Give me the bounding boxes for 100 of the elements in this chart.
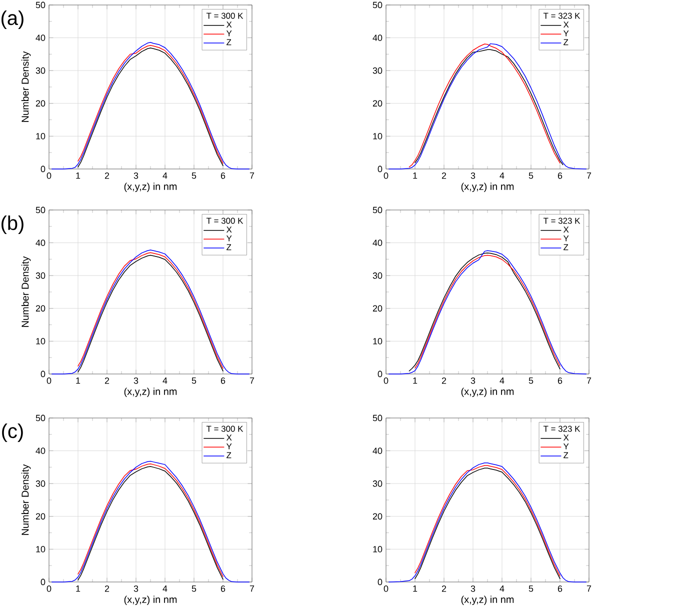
legend-label: Y <box>226 443 232 450</box>
x-tick-label: 4 <box>500 586 504 592</box>
y-tick-label: 40 <box>372 240 382 246</box>
x-tick-label: 0 <box>384 378 388 384</box>
y-tick-label: 30 <box>372 67 382 74</box>
x-tick-label: 2 <box>442 172 446 179</box>
legend-title: T = 300 K <box>206 426 244 432</box>
x-tick-label: 7 <box>586 172 592 179</box>
x-axis-title: (x,y,z) in nm <box>124 388 177 397</box>
x-tick-label: 4 <box>162 172 168 179</box>
x-tick-label: 3 <box>134 172 138 179</box>
y-tick-label: 10 <box>373 133 382 140</box>
x-tick-label: 7 <box>586 378 592 384</box>
x-tick-label: 6 <box>558 378 562 384</box>
legend-label: Z <box>564 244 568 250</box>
x-tick-label: 5 <box>528 378 534 384</box>
x-tick-label: 6 <box>558 586 562 592</box>
y-tick-label: 30 <box>36 480 46 487</box>
y-tick-label: 30 <box>36 67 46 74</box>
x-tick-label: 7 <box>250 172 254 179</box>
y-tick-label: 0 <box>378 370 382 378</box>
legend-label: X <box>563 434 569 440</box>
legend-label: Z <box>226 244 232 250</box>
x-tick-label: 5 <box>192 378 196 384</box>
legend-label: Y <box>226 30 232 36</box>
x-tick-label: 1 <box>413 172 418 179</box>
x-tick-label: 2 <box>442 586 446 592</box>
text: (a) <box>2 10 24 30</box>
x-tick-label: 2 <box>104 586 110 592</box>
y-tick-label: 0 <box>40 166 46 172</box>
x-tick-label: 3 <box>470 586 476 592</box>
legend-label: X <box>563 226 569 232</box>
legend-label: X <box>226 22 232 28</box>
x-tick-label: 3 <box>134 378 138 384</box>
x-tick-label: 2 <box>104 172 110 179</box>
x-tick-label: 5 <box>192 172 196 179</box>
line-series <box>388 462 586 582</box>
text: (c) <box>2 423 23 442</box>
y-tick-label: 30 <box>372 272 382 279</box>
x-axis-title: (x,y,z) in nm <box>461 182 514 192</box>
y-tick-label: 50 <box>372 2 382 8</box>
y-tick-label: 30 <box>372 480 382 487</box>
x-tick-label: 7 <box>250 586 254 592</box>
legend-title: T = 323 K <box>543 12 580 19</box>
legend-title: T = 323 K <box>543 426 580 432</box>
y-tick-label: 20 <box>372 513 382 520</box>
x-axis-title: (x,y,z) in nm <box>461 596 514 605</box>
x-axis-title: (x,y,z) in nm <box>461 388 514 397</box>
y-tick-label: 40 <box>372 448 382 454</box>
x-tick-label: 6 <box>220 378 226 384</box>
legend-label: Z <box>564 39 568 46</box>
y-tick-label: 0 <box>378 166 382 172</box>
x-tick-label: 7 <box>250 378 254 384</box>
y-tick-label: 20 <box>36 513 46 520</box>
y-tick-label: 50 <box>36 414 46 422</box>
x-tick-label: 3 <box>134 586 138 592</box>
x-tick-label: 1 <box>76 172 80 179</box>
y-tick-label: 0 <box>40 370 46 378</box>
y-axis-title: Number Density <box>21 464 31 535</box>
x-tick-label: 0 <box>384 586 388 592</box>
y-tick-label: 10 <box>373 546 382 552</box>
y-tick-label: 0 <box>40 578 46 586</box>
legend-title: T = 300 K <box>206 12 244 19</box>
x-tick-label: 0 <box>384 172 388 179</box>
y-tick-label: 0 <box>378 578 382 586</box>
legend-label: Z <box>226 39 232 46</box>
y-tick-label: 20 <box>36 305 46 312</box>
x-tick-label: 1 <box>413 586 418 592</box>
x-tick-label: 4 <box>162 586 168 592</box>
legend-label: X <box>563 22 569 28</box>
x-tick-label: 2 <box>104 378 110 384</box>
y-tick-label: 50 <box>36 206 46 214</box>
x-tick-label: 4 <box>500 172 504 179</box>
x-tick-label: 1 <box>413 378 418 384</box>
x-tick-label: 1 <box>76 378 80 384</box>
y-tick-label: 50 <box>372 414 382 422</box>
x-tick-label: 6 <box>220 586 226 592</box>
x-tick-label: 5 <box>528 586 534 592</box>
x-tick-label: 6 <box>558 172 562 179</box>
y-tick-label: 50 <box>36 2 46 8</box>
legend-label: X <box>226 226 232 232</box>
x-tick-label: 1 <box>76 586 80 592</box>
legend-label: Y <box>563 235 569 242</box>
x-tick-label: 0 <box>46 378 52 384</box>
line-series <box>388 250 586 374</box>
x-tick-label: 0 <box>46 172 52 179</box>
y-tick-label: 40 <box>36 34 46 41</box>
y-tick-label: 50 <box>372 206 382 214</box>
legend-label: Z <box>564 452 568 458</box>
x-axis-title: (x,y,z) in nm <box>124 596 177 605</box>
y-tick-label: 20 <box>372 100 382 107</box>
y-tick-label: 40 <box>36 240 46 246</box>
legend-title: T = 300 K <box>206 218 244 224</box>
y-tick-label: 10 <box>36 546 46 552</box>
x-tick-label: 5 <box>528 172 534 179</box>
x-tick-label: 6 <box>220 172 226 179</box>
y-tick-label: 20 <box>372 305 382 312</box>
y-tick-label: 10 <box>36 133 46 140</box>
x-tick-label: 4 <box>162 378 168 384</box>
x-tick-label: 0 <box>46 586 52 592</box>
